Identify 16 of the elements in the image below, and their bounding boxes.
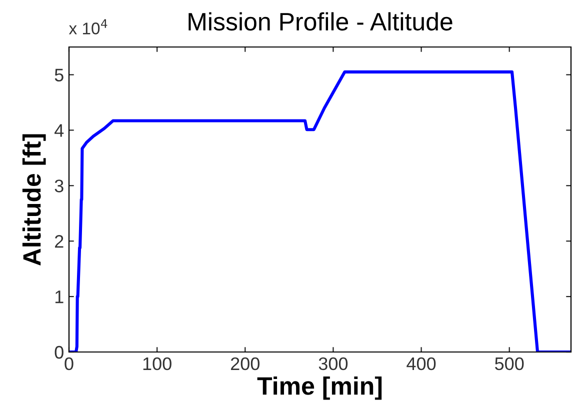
x-tick-label: 200 [230,357,260,370]
x-tick-label: 300 [318,357,348,370]
y-axis-title: Altitude [ft] [22,134,46,266]
y-tick-label: 4 [54,124,64,137]
x-axis-title: Time [min] [257,376,382,400]
x-tick-label: 400 [406,357,436,370]
y-tick-label: 3 [54,180,64,192]
y-tick-label: 5 [54,68,64,82]
text: x 10$^{4}$ [68,19,108,34]
y-tick-label: 1 [55,290,64,304]
x-tick-label: 0 [64,357,74,370]
x-tick-label: 100 [143,357,172,370]
y-tick-label: 2 [55,235,64,248]
x-tick-label: 500 [495,357,524,370]
y-tick-label: 0 [54,346,64,359]
chart-title: Mission Profile - Altitude [188,12,452,31]
